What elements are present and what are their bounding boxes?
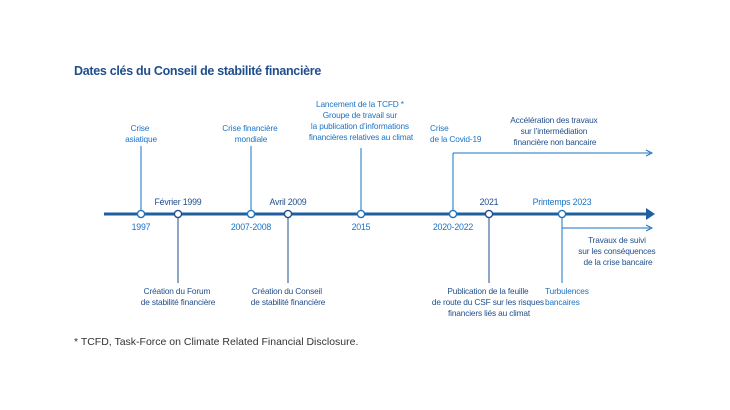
node-1999 xyxy=(173,209,183,219)
branch-2020-text: Accélération des travaux sur l’intermédi… xyxy=(510,115,599,147)
event-1999: Création du Forum de stabilité financièr… xyxy=(141,286,216,307)
event-2015: Lancement de la TCFD * Groupe de travail… xyxy=(309,99,414,142)
branch-arrowhead-2020 xyxy=(645,149,654,157)
event-2020: Crise de la Covid-19 xyxy=(430,123,482,144)
date-1999: Février 1999 xyxy=(155,197,202,207)
node-1997 xyxy=(136,209,146,219)
node-2007 xyxy=(246,209,256,219)
node-2021 xyxy=(484,209,494,219)
branch-2023-text: Travaux de suivi sur les conséquences de… xyxy=(578,235,657,267)
timeline-arrowhead xyxy=(646,208,655,220)
date-2007: 2007-2008 xyxy=(231,222,272,232)
event-2021: Publication de la feuille de route du CS… xyxy=(432,286,546,318)
event-2023: Turbulences bancaires xyxy=(545,286,591,307)
date-2009: Avril 2009 xyxy=(270,197,307,207)
diagram-title: Dates clés du Conseil de stabilité finan… xyxy=(74,64,322,78)
event-1997: Crise asiatique xyxy=(125,123,157,144)
date-1997: 1997 xyxy=(132,222,151,232)
event-2007: Crise financière mondiale xyxy=(222,123,279,144)
event-2009: Création du Conseil de stabilité financi… xyxy=(251,286,326,307)
footnote: * TCFD, Task-Force on Climate Related Fi… xyxy=(74,336,359,348)
date-2020: 2020-2022 xyxy=(433,222,474,232)
date-2023: Printemps 2023 xyxy=(533,197,592,207)
node-2009 xyxy=(283,209,293,219)
date-2021: 2021 xyxy=(480,197,499,207)
node-2015 xyxy=(356,209,366,219)
date-2015: 2015 xyxy=(352,222,371,232)
node-2020 xyxy=(448,209,458,219)
branch-arrowhead-2023 xyxy=(645,224,654,232)
node-2023 xyxy=(557,209,567,219)
